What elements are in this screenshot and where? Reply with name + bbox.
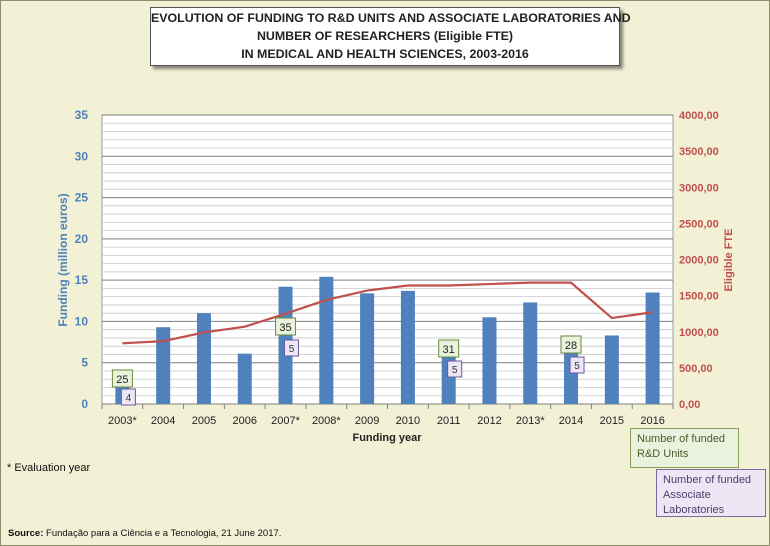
fte-line xyxy=(122,281,653,345)
x-tick-label: 2003* xyxy=(108,415,137,427)
bar-2015 xyxy=(604,335,619,404)
units-badge: 25 xyxy=(116,374,128,386)
labs-badge-box xyxy=(569,356,585,374)
x-tick-label: 2010 xyxy=(396,415,420,427)
x-tick-label: 2007* xyxy=(271,415,300,427)
x-tick-label: 2006 xyxy=(233,415,257,427)
y-tick-label: 35 xyxy=(75,108,89,122)
y-axis-label: Funding (million euros) xyxy=(56,193,70,326)
title-line-2: NUMBER OF RESEARCHERS (Eligible FTE) xyxy=(256,29,514,43)
units-badge-box xyxy=(111,369,133,388)
chart-title: EVOLUTION OF FUNDING TO R&D UNITS AND AS… xyxy=(150,7,631,66)
y2-tick-label: 1500,00 xyxy=(679,291,719,303)
x-axis: 2003* 2004 2005 2006 2007* 2008* 2009 2010 2011 2… xyxy=(101,404,674,427)
y2-tick-label: 0,00 xyxy=(679,399,700,411)
units-badge-box xyxy=(438,339,460,358)
bar-2013* xyxy=(523,302,538,404)
labs-badge: 5 xyxy=(452,365,458,376)
x-tick-label: 2015 xyxy=(600,415,624,427)
bar-2004 xyxy=(156,327,171,404)
y-tick-label: 10 xyxy=(75,314,89,328)
y-tick-label: 20 xyxy=(75,232,89,246)
labs-badge-box xyxy=(447,360,463,378)
labs-badge: 5 xyxy=(289,344,295,355)
source-text: Fundação para a Ciência e a Tecnologia, … xyxy=(43,528,282,539)
x-tick-label: 2014 xyxy=(559,415,583,427)
bar-2008* xyxy=(319,276,334,404)
y-tick-label: 30 xyxy=(75,149,89,163)
units-badge-box xyxy=(275,317,297,336)
x-tick-label: 2005 xyxy=(192,415,216,427)
units-badge: 28 xyxy=(565,340,577,352)
bar-2009 xyxy=(360,293,375,404)
y2-tick-label: 500,00 xyxy=(679,363,713,375)
x-tick-label: 2011 xyxy=(437,415,461,427)
units-badge: 31 xyxy=(443,344,455,356)
bar-2016 xyxy=(645,292,660,404)
x-axis-label: Funding year xyxy=(352,432,422,444)
legend-units-box: Number of funded R&D Units xyxy=(630,428,739,468)
plot-area xyxy=(101,114,674,405)
y-tick-label: 25 xyxy=(75,191,89,205)
y2-tick-label: 3000,00 xyxy=(679,182,719,194)
y2-axis-label: Eligible FTE xyxy=(723,229,735,292)
source-note: Source: Fundação para a Ciência e a Tecn… xyxy=(8,528,281,539)
source-label: Source: xyxy=(8,528,44,539)
y2-tick-label: 2500,00 xyxy=(679,218,719,230)
units-badge: 35 xyxy=(279,322,291,334)
bar-2012 xyxy=(482,317,497,404)
x-tick-label: 2016 xyxy=(640,415,664,427)
y-tick-label: 0 xyxy=(81,397,88,411)
title-line-3: IN MEDICAL AND HEALTH SCIENCES, 2003-201… xyxy=(241,47,529,61)
x-tick-label: 2008* xyxy=(312,415,341,427)
labs-badge-box xyxy=(284,339,300,357)
title-line-1: EVOLUTION OF FUNDING TO R&D UNITS AND AS… xyxy=(151,11,631,25)
y2-tick-label: 3500,00 xyxy=(679,146,719,158)
units-badge-box xyxy=(560,335,582,354)
annotations: 25 35 31 28 4 5 5 5 xyxy=(111,317,585,406)
y2-tick-label: 1000,00 xyxy=(679,327,719,339)
footnote: * Evaluation year xyxy=(7,462,91,474)
right-axis: 0,00 500,00 1000,00 1500,00 2000,00 2500,00 30… xyxy=(679,110,719,411)
y2-tick-label: 2000,00 xyxy=(679,255,719,267)
x-tick-label: 2012 xyxy=(477,415,501,427)
y2-tick-label: 4000,00 xyxy=(679,110,719,122)
line-series xyxy=(122,281,653,345)
bar-2010 xyxy=(400,290,415,404)
y-tick-label: 5 xyxy=(81,356,88,370)
x-tick-label: 2013* xyxy=(516,415,545,427)
labs-badge-box xyxy=(120,388,136,406)
labs-badge: 5 xyxy=(574,361,580,372)
bar-2005 xyxy=(196,313,211,404)
x-tick-label: 2009 xyxy=(355,415,379,427)
x-tick-label: 2004 xyxy=(151,415,175,427)
legend-labs-box: Number of funded Associate Laboratories xyxy=(656,469,766,517)
labs-badge: 4 xyxy=(126,393,132,404)
bar-2006 xyxy=(237,353,252,404)
y-tick-label: 15 xyxy=(75,273,89,287)
left-axis: 0 5 10 15 20 25 30 35 xyxy=(75,108,89,411)
